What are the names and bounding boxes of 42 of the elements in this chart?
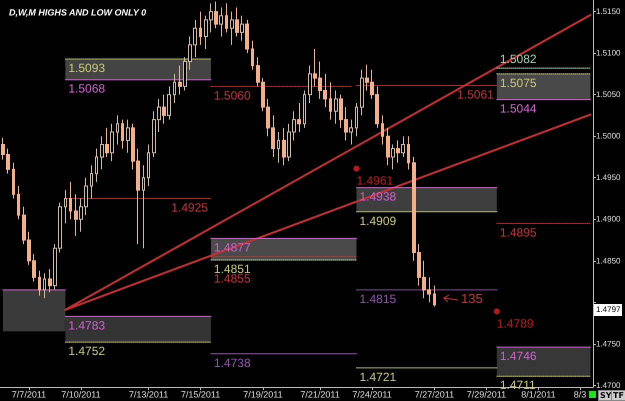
series-label: 1.5044 <box>500 102 537 116</box>
series-label: 1.4752 <box>68 344 106 358</box>
series-label: 1.4925 <box>171 200 208 214</box>
series-label: 1.5093 <box>68 60 106 75</box>
series-label: 1.4909 <box>359 214 397 228</box>
y-tick-label: 1.5100 <box>596 48 622 58</box>
annotation: 135 <box>461 291 483 306</box>
series-label: 1.4721 <box>359 370 397 384</box>
x-tick-label: 7/21/2011 <box>300 390 340 400</box>
x-tick-label: 7/13/2011 <box>128 390 168 400</box>
x-tick-label: 7/7/2011 <box>12 390 46 400</box>
series-label: 1.5075 <box>500 76 537 90</box>
y-tick-label: 1.4900 <box>596 214 622 224</box>
x-tick-label: 7/10/2011 <box>61 390 101 400</box>
x-tick-label: 7/24/2011 <box>352 390 392 400</box>
x-tick-label: 8/1/2011 <box>521 390 556 400</box>
y-tick-label: 1.5050 <box>596 90 622 100</box>
series-label: 1.5060 <box>214 88 251 102</box>
y-tick-label: 1.4750 <box>596 339 622 348</box>
x-tick-label: 7/27/2011 <box>414 390 454 400</box>
series-label: 1.4746 <box>500 349 537 364</box>
text: D,W,M HIGHS AND LOW ONLY 0 <box>9 8 146 18</box>
y-tick-label: 1.5150 <box>596 7 622 16</box>
text: TF <box>611 390 625 401</box>
y-tick-label: 1.4850 <box>596 256 622 266</box>
series-label: 1.4895 <box>500 225 537 240</box>
series-label: 1.4961 <box>356 174 394 188</box>
y-tick-label: 1.4700 <box>596 380 622 390</box>
x-tick-label: 7/15/2011 <box>180 390 220 400</box>
series-label: 1.4783 <box>68 318 106 332</box>
series-label: 1.4815 <box>359 292 397 306</box>
x-tick-label: 7/29/2011 <box>466 390 506 400</box>
series-label: 1.4789 <box>496 316 534 330</box>
x-tick-label: 7/19/2011 <box>243 390 283 400</box>
series-label: 1.4738 <box>214 356 251 370</box>
text: 1.4797 <box>594 304 622 316</box>
x-tick-label: 8/3 <box>574 390 586 400</box>
series-label: 1.5061 <box>457 88 494 102</box>
y-tick-label: 1.5000 <box>596 132 622 141</box>
series-label: 1.5068 <box>68 82 106 96</box>
text: SY <box>598 390 614 401</box>
y-tick-label: 1.4950 <box>596 173 622 182</box>
